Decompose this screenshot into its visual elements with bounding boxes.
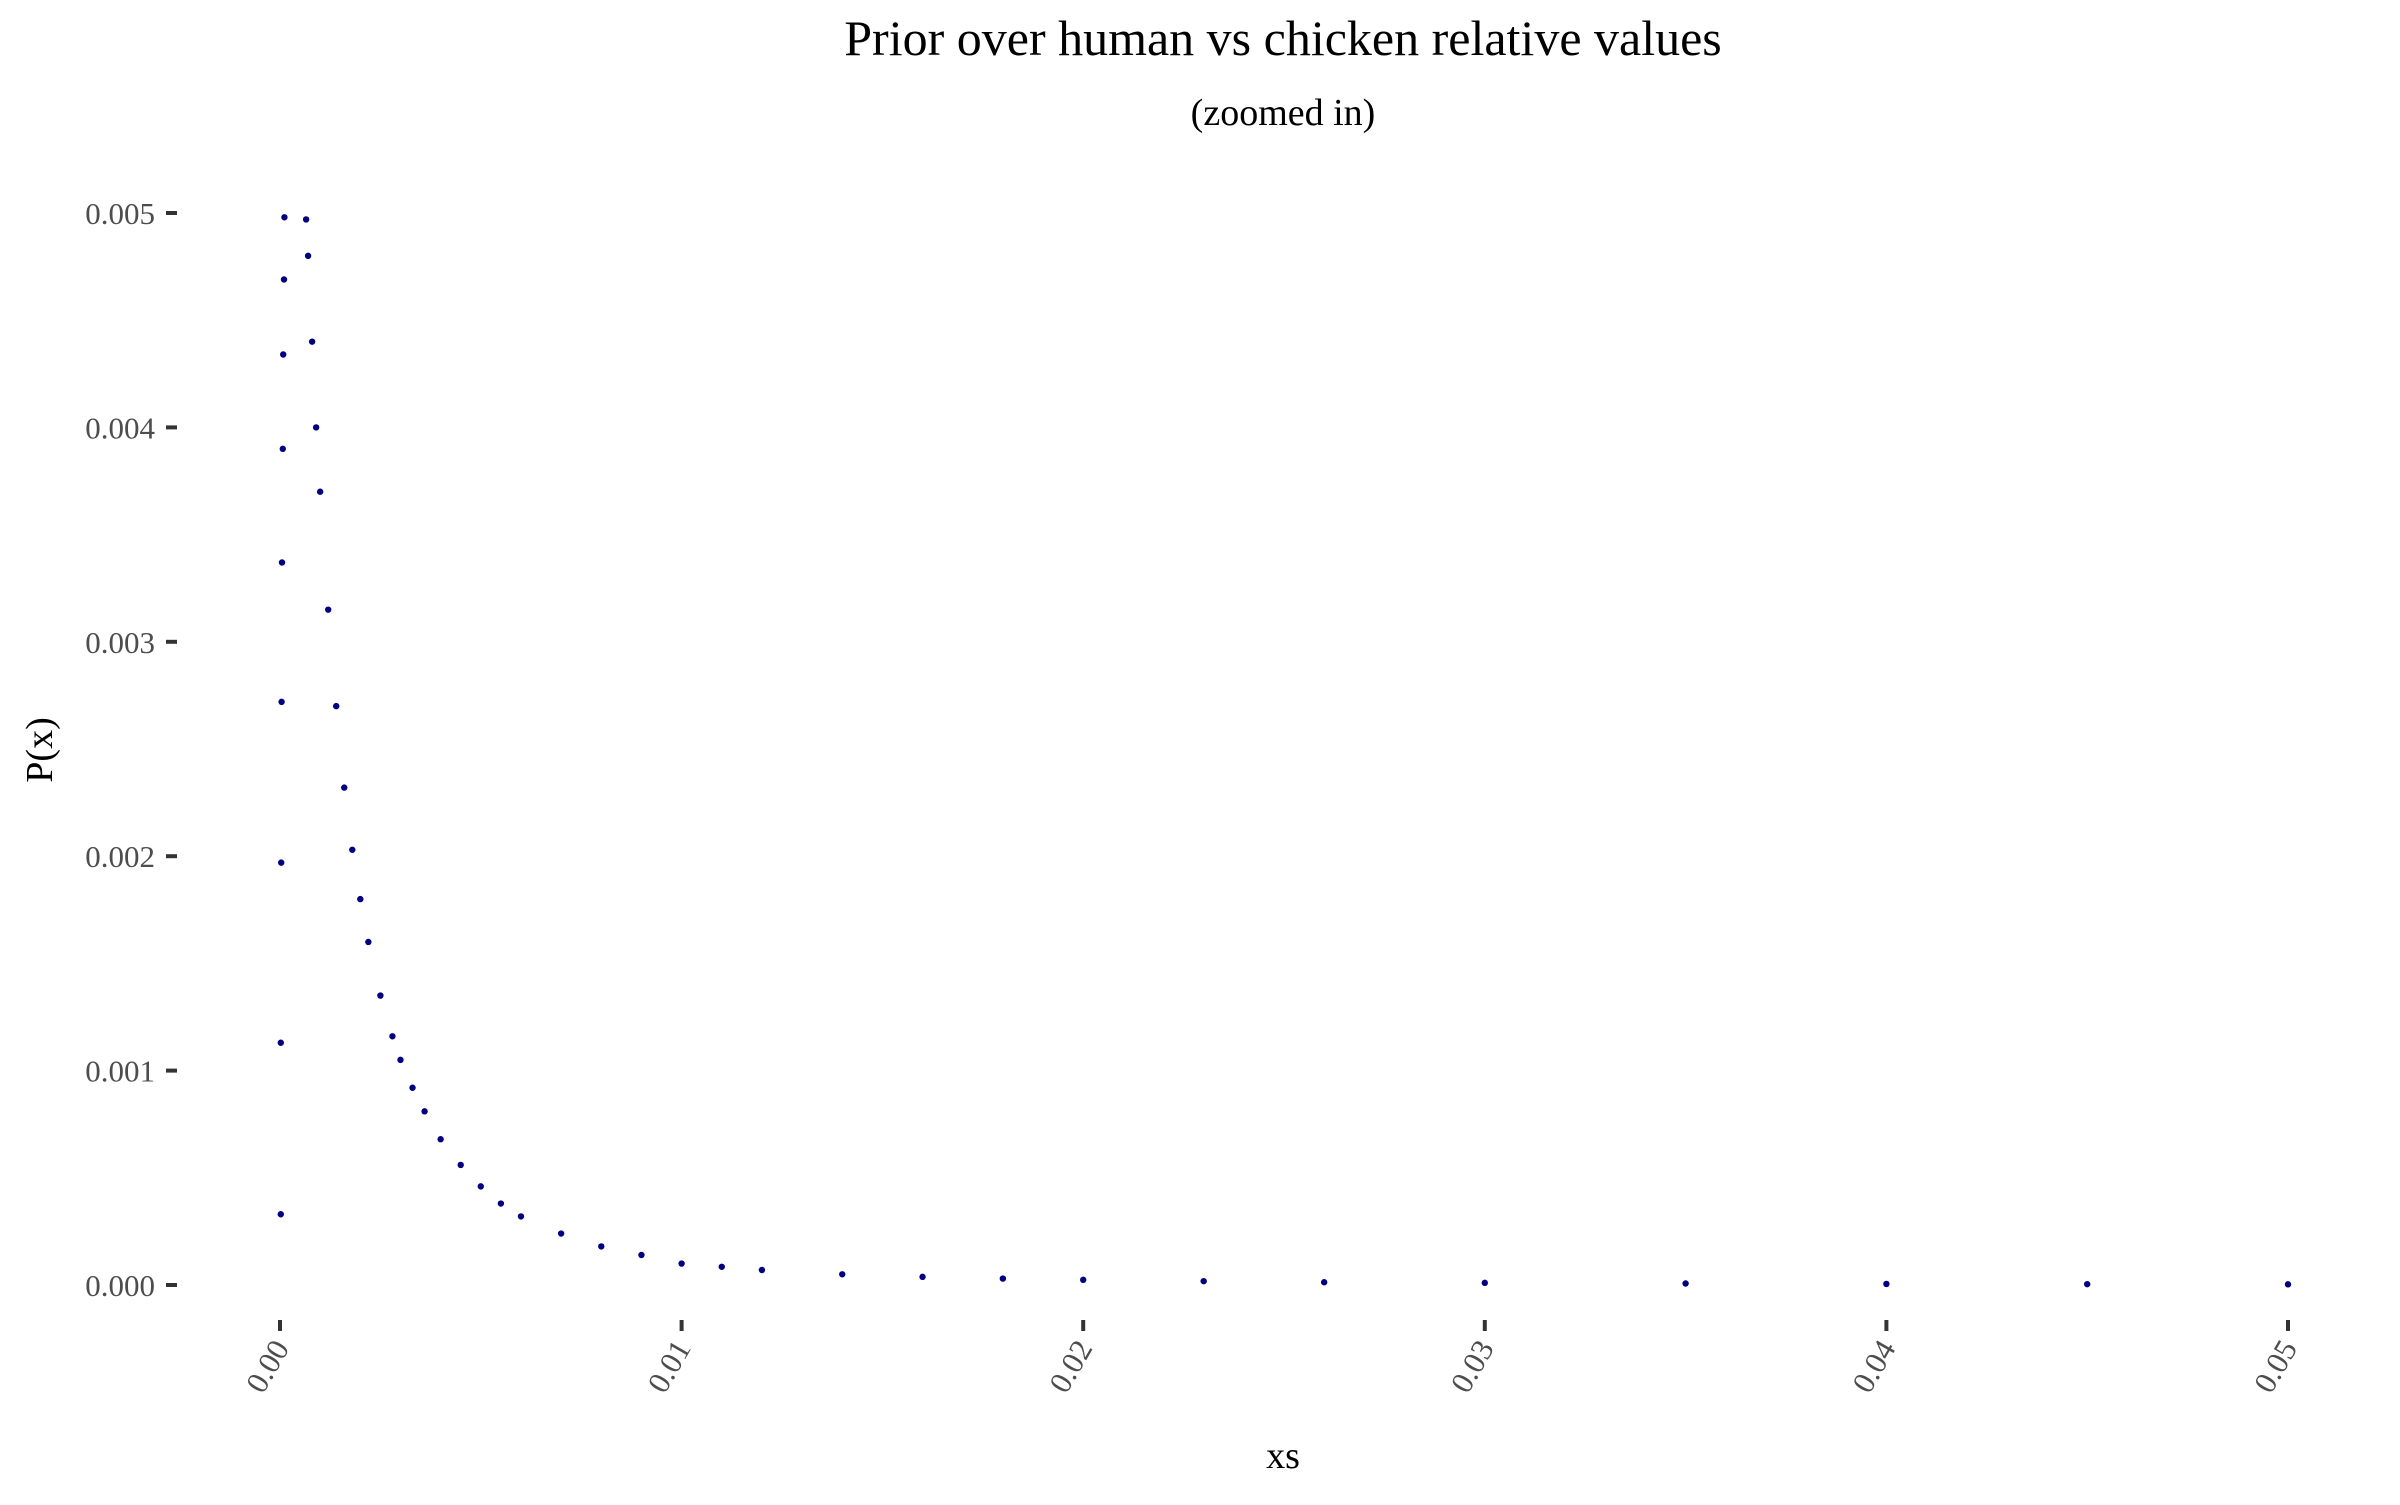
data-point [278,559,286,566]
y-tick-label: 0.001 [85,1054,155,1089]
data-point [421,1108,428,1115]
data-point [279,445,287,453]
data-point [477,1183,484,1190]
data-point [333,702,340,710]
data-point [919,1273,926,1281]
chart-subtitle: (zoomed in) [1191,92,1376,134]
data-point [308,338,316,345]
chart-title: Prior over human vs chicken relative val… [844,10,1722,66]
data-point [397,1056,404,1064]
x-tick-label: 0.01 [640,1334,697,1398]
x-axis: 0.00 0.01 0.02 0.03 0.04 0.05 [239,1320,2304,1398]
data-point [280,351,287,358]
y-axis-label: P(x) [19,717,61,782]
data-point [2084,1280,2091,1288]
x-axis-label: xs [1266,1435,1300,1477]
x-tick-label: 0.04 [1845,1334,1903,1399]
data-point [281,214,288,221]
x-tick-label: 0.02 [1042,1334,1099,1398]
data-point [2284,1281,2292,1288]
data-point [365,938,372,946]
x-tick-label: 0.03 [1443,1334,1500,1398]
data-point [278,859,285,866]
data-points [277,214,2292,1288]
data-point [324,606,332,613]
data-point [304,252,312,260]
data-point [437,1136,444,1143]
y-axis: 0.000 0.001 0.002 0.003 0.004 0.005 [85,196,177,1303]
data-point [758,1266,766,1274]
data-point [1682,1280,1689,1287]
y-tick-label: 0.000 [85,1268,155,1303]
data-point [1883,1280,1890,1288]
data-point [678,1260,685,1267]
data-point [457,1161,464,1169]
data-point [277,1039,285,1046]
data-point [497,1200,505,1207]
data-point [1320,1279,1328,1286]
data-point [718,1263,725,1270]
x-tick-label: 0.00 [239,1334,296,1398]
y-tick-label: 0.002 [85,839,155,874]
data-point [517,1213,525,1220]
data-point [638,1251,645,1259]
data-point [389,1033,396,1040]
data-point [557,1230,565,1237]
data-point [349,846,356,853]
data-point [1200,1277,1207,1285]
data-point [839,1271,846,1278]
data-point [341,784,348,791]
data-point [999,1275,1007,1282]
y-tick-label: 0.005 [85,196,155,231]
data-point [302,216,310,223]
data-point [409,1084,416,1091]
data-point [1481,1279,1489,1287]
data-point [316,488,324,495]
data-point [598,1243,605,1250]
data-point [1080,1276,1087,1284]
data-point [277,1211,285,1218]
data-point [357,895,364,903]
y-tick-label: 0.003 [85,625,155,660]
data-point [280,276,288,283]
data-point [278,698,285,706]
x-tick-label: 0.05 [2247,1334,2304,1398]
data-point [377,992,384,999]
y-tick-label: 0.004 [85,410,155,445]
data-point [312,424,320,431]
